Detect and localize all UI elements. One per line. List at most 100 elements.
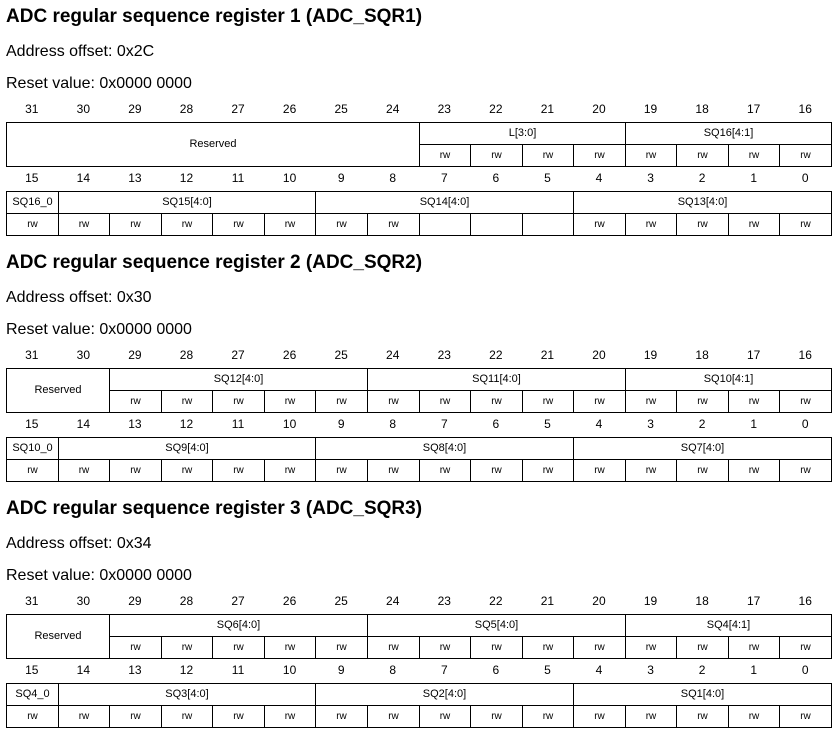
- bit-number: 26: [282, 594, 297, 608]
- access-type: rw: [779, 144, 832, 167]
- bit-number: 17: [746, 594, 761, 608]
- access-type: rw: [161, 636, 213, 659]
- access-type: rw: [419, 459, 471, 482]
- access-type: rw: [264, 213, 316, 236]
- access-type: rw: [109, 705, 162, 728]
- bit-field-label: SQ8[4:0]: [315, 437, 574, 460]
- reserved-field: Reserved: [6, 122, 420, 167]
- high-bit-numbers: 31 30 29 28 27 26 25 24 23 22 21 20 19 18 17 16: [6, 346, 831, 364]
- access-type: rw: [573, 144, 626, 167]
- access-type: rw: [522, 390, 574, 413]
- access-type: rw: [264, 705, 316, 728]
- bit-number: 14: [76, 171, 91, 185]
- bit-number: 0: [801, 417, 809, 431]
- bit-field-label: SQ3[4:0]: [58, 683, 316, 706]
- bit-number: 3: [647, 171, 654, 185]
- bit-number: 31: [25, 348, 39, 362]
- access-type: rw: [470, 636, 523, 659]
- bit-field-label: SQ13[4:0]: [573, 191, 832, 214]
- access-type: rw: [367, 705, 420, 728]
- reset-value: Reset value: 0x0000 0000: [6, 321, 192, 338]
- bit-number: 12: [179, 663, 194, 677]
- low-half-word-table: SQ16_0 SQ15[4:0] SQ14[4:0] SQ13[4:0] rw rw rw r…: [6, 191, 832, 236]
- access-type: rw: [728, 705, 780, 728]
- high-half-word-table: Reserved L[3:0] SQ16[4:1] rw rw rw rw rw rw rw rw: [6, 122, 832, 167]
- access-type: rw: [419, 705, 471, 728]
- bit-number: 29: [128, 102, 142, 116]
- bit-number: 20: [592, 348, 606, 362]
- access-type: [419, 213, 471, 236]
- access-type: rw: [470, 390, 523, 413]
- bit-field-label: SQ16_0: [6, 191, 59, 214]
- bit-number: 31: [25, 102, 39, 116]
- bit-field-label: SQ6[4:0]: [109, 614, 368, 637]
- bit-number: 31: [25, 594, 39, 608]
- bit-number: 24: [386, 594, 400, 608]
- bit-number: 5: [544, 663, 551, 677]
- bit-number: 10: [282, 171, 297, 185]
- access-type: rw: [470, 459, 523, 482]
- bit-field-label: SQ10_0: [6, 437, 59, 460]
- bit-number: 27: [231, 594, 245, 608]
- bit-number: 4: [595, 417, 603, 431]
- bit-number: 14: [76, 663, 91, 677]
- bit-number: 7: [440, 663, 448, 677]
- access-type: rw: [625, 213, 677, 236]
- access-type: rw: [6, 705, 59, 728]
- access-type: rw: [264, 459, 316, 482]
- bit-number: 30: [76, 594, 91, 608]
- bit-field-label: SQ4[4:1]: [625, 614, 832, 637]
- access-type: rw: [367, 459, 420, 482]
- reserved-field: Reserved: [6, 614, 110, 659]
- bit-number: 30: [76, 102, 91, 116]
- access-type: rw: [109, 459, 162, 482]
- access-type: rw: [367, 213, 420, 236]
- bit-number: 14: [76, 417, 91, 431]
- access-type: rw: [58, 459, 110, 482]
- access-type: rw: [779, 459, 832, 482]
- bit-number: 26: [282, 102, 297, 116]
- bit-number: 2: [698, 663, 706, 677]
- bit-number: 9: [337, 171, 345, 185]
- bit-number: 16: [798, 102, 812, 116]
- bit-number: 8: [389, 171, 397, 185]
- access-type: rw: [625, 459, 677, 482]
- high-half-word-table: Reserved SQ12[4:0] SQ11[4:0] SQ10[4:1] rw rw r…: [6, 368, 832, 413]
- register-title: ADC regular sequence register 2 (ADC_SQR…: [6, 252, 423, 273]
- bit-number: 4: [595, 171, 603, 185]
- bit-number: 23: [437, 348, 451, 362]
- bit-number: 29: [128, 594, 142, 608]
- access-type: rw: [676, 705, 729, 728]
- bit-number: 29: [128, 348, 142, 362]
- access-type: rw: [522, 636, 574, 659]
- bit-number: 8: [389, 663, 397, 677]
- access-type: rw: [676, 636, 729, 659]
- access-type: rw: [522, 459, 574, 482]
- bit-number: 9: [337, 417, 345, 431]
- bit-number: 0: [801, 663, 809, 677]
- access-type: rw: [58, 213, 110, 236]
- access-type: rw: [573, 705, 626, 728]
- access-type: rw: [728, 213, 780, 236]
- bit-field-label: SQ4_0: [6, 683, 59, 706]
- reset-value: Reset value: 0x0000 0000: [6, 567, 192, 584]
- bit-number: 23: [437, 102, 451, 116]
- bit-number: 26: [282, 348, 297, 362]
- bit-field-label: SQ11[4:0]: [367, 368, 626, 391]
- access-type: rw: [573, 459, 626, 482]
- bit-number: 2: [698, 171, 706, 185]
- bit-number: 12: [179, 171, 194, 185]
- bit-number: 9: [337, 663, 345, 677]
- bit-number: 5: [544, 171, 551, 185]
- bit-field-label: SQ15[4:0]: [58, 191, 316, 214]
- bit-number: 1: [750, 663, 757, 677]
- bit-number: 3: [647, 663, 654, 677]
- bit-number: 19: [643, 594, 658, 608]
- access-type: rw: [470, 705, 523, 728]
- access-type: rw: [315, 213, 368, 236]
- bit-number: 22: [489, 102, 503, 116]
- bit-number: 30: [76, 348, 91, 362]
- high-bit-numbers: 31 30 29 28 27 26 25 24 23 22 21 20 19 18 17 16: [6, 592, 831, 610]
- address-offset: Address offset: 0x2C: [6, 43, 155, 60]
- access-type: rw: [109, 636, 162, 659]
